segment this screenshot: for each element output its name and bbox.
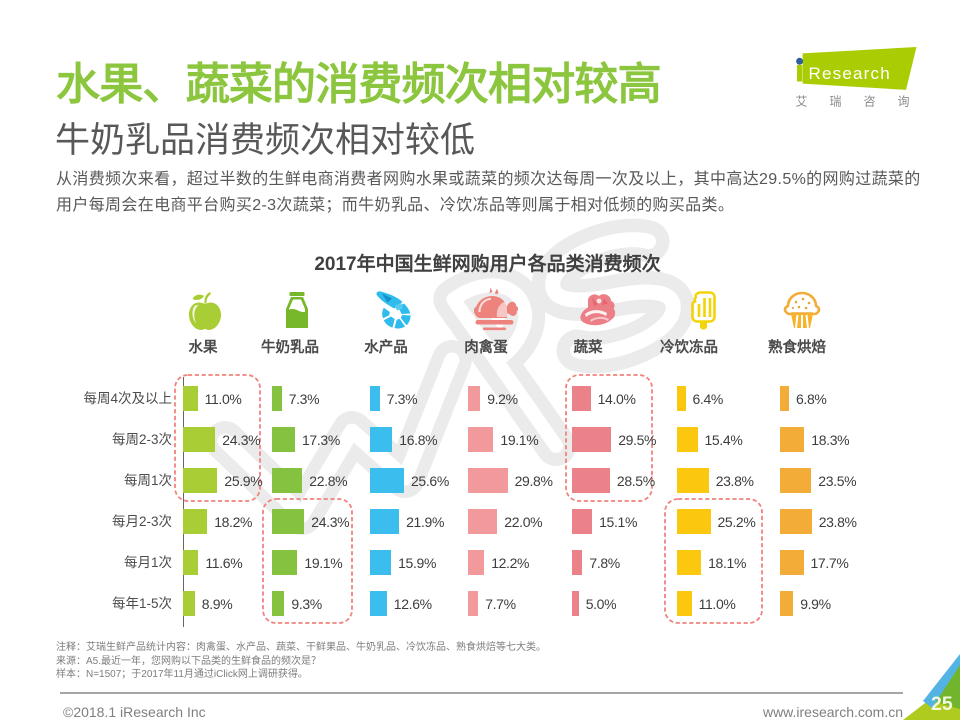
svg-text:Research: Research bbox=[809, 64, 891, 83]
svg-text:25: 25 bbox=[931, 693, 953, 715]
svg-text:艾瑞咨询: 艾瑞咨询 bbox=[796, 94, 921, 109]
